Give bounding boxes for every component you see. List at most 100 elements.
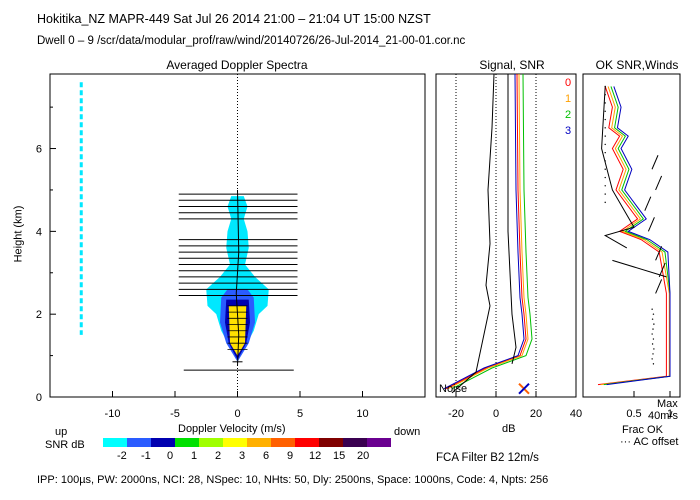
ac-offset-dot <box>652 338 655 340</box>
ac-offset-dot <box>652 328 654 330</box>
colorbar-swatch <box>127 438 151 447</box>
ac-offset-dot <box>651 318 654 320</box>
snr-colorbar <box>103 438 391 447</box>
plot-title-line1: Hokitika_NZ MAPR-449 Sat Jul 26 2014 21:… <box>37 12 431 26</box>
ac-offset-dot <box>604 201 606 204</box>
colorbar-level-label: 20 <box>357 450 370 462</box>
noise-annotation: Noise <box>439 383 468 395</box>
wind-arrow <box>651 155 659 170</box>
ac-offset-dot <box>651 343 654 345</box>
plot-title-line2: Dwell 0 – 9 /scr/data/modular_prof/raw/w… <box>37 35 466 47</box>
ac-offset-dot <box>651 333 653 335</box>
panel1-title: Averaged Doppler Spectra <box>166 58 308 72</box>
colorbar-swatch <box>175 438 199 447</box>
colorbar-level-label: 0 <box>167 450 174 462</box>
ac-offset-dot <box>652 313 655 315</box>
max-speed-label: 40m/s <box>648 410 678 422</box>
wind-arrow <box>612 259 667 278</box>
ac-offset-dot <box>604 118 606 121</box>
colorbar-level-label: 12 <box>309 450 322 462</box>
colorbar-swatch <box>103 438 127 447</box>
ok-frac-curve <box>601 86 635 249</box>
ac-offset-dot <box>604 160 606 162</box>
x-tick-label: -10 <box>105 408 121 420</box>
colorbar-level-label: 9 <box>287 450 294 462</box>
x-tick-label: 5 <box>297 408 303 420</box>
legend-down: down <box>394 426 421 438</box>
panel2-frame <box>435 73 577 398</box>
ac-offset-dot <box>604 193 606 195</box>
max-label: Max <box>657 398 678 410</box>
colorbar-swatch <box>199 438 223 447</box>
colorbar-level-label: 6 <box>263 450 270 462</box>
ac-offset-dot <box>604 176 606 179</box>
marker-x <box>518 383 530 395</box>
colorbar-swatch <box>295 438 319 447</box>
panel3-title: OK SNR,Winds <box>596 58 679 72</box>
x-tick-label: 40 <box>570 408 582 420</box>
colorbar-swatch <box>343 438 367 447</box>
panel2-title: Signal, SNR <box>479 58 545 72</box>
ac-offset-dot <box>604 143 606 146</box>
series-label-2: 2 <box>565 109 571 121</box>
ac-offset-dot <box>604 94 606 96</box>
x-tick-label: 0.5 <box>626 408 641 420</box>
snr-series-2 <box>451 73 533 390</box>
colorbar-level-label: 3 <box>239 450 246 462</box>
wind-arrow <box>655 175 663 191</box>
ac-offset-dot <box>652 353 654 355</box>
ac-offset-dot <box>651 358 653 360</box>
ac-offset-dot <box>604 102 606 104</box>
ok-series-3 <box>606 86 671 386</box>
ac-offset-dot <box>604 85 606 88</box>
x-tick-label: 0 <box>234 408 240 420</box>
y-tick-label: 2 <box>36 309 42 321</box>
ok-series-0 <box>597 86 667 386</box>
y-tick-label: 4 <box>36 226 42 238</box>
colorbar-level-label: 2 <box>215 450 222 462</box>
colorbar-swatch <box>319 438 343 447</box>
snr-level-labels: -2 -1 0 1 2 3 6 9 12 15 20 <box>100 450 390 462</box>
y-tick-label: 0 <box>36 392 42 404</box>
x-tick-label: 10 <box>356 408 368 420</box>
frac-ok-label: Frac OK <box>622 424 663 436</box>
colorbar-level-label: 1 <box>191 450 198 462</box>
legend-up: up <box>55 426 68 438</box>
colorbar-level-label: 15 <box>333 450 346 462</box>
colorbar-swatch <box>151 438 175 447</box>
noise-curve <box>451 73 495 394</box>
x-tick-label: -20 <box>448 408 464 420</box>
snr-series-1 <box>447 73 529 390</box>
filter-label: FCA Filter B2 12m/s <box>436 452 539 464</box>
ac-offset-dot <box>653 323 655 325</box>
series-label-0: 0 <box>565 77 571 89</box>
x-tick-label: 1 <box>667 408 673 420</box>
y-axis-label: Height (km) <box>12 205 25 263</box>
ac-offset-dot <box>604 135 606 137</box>
wind-arrow <box>647 217 655 232</box>
ac-offset-dot <box>653 348 655 350</box>
x-axis-label-p1: Doppler Velocity (m/s) <box>178 423 286 435</box>
ac-offset-dot <box>604 110 606 112</box>
x-axis-label-p2: dB <box>502 423 516 435</box>
colorbar-level-label: -1 <box>141 450 151 462</box>
ac-offset-dot <box>604 168 606 170</box>
x-tick-label: 0 <box>493 408 499 420</box>
y-tick-label: 6 <box>36 144 42 156</box>
snr-series-0 <box>445 73 527 390</box>
ac-offset-dot <box>652 363 655 365</box>
snr-series-3 <box>443 73 525 390</box>
ac-offset-dot <box>604 185 606 187</box>
series-label-3: 3 <box>565 125 571 137</box>
mean-velocity-line <box>235 189 240 366</box>
ac-offset-dot <box>604 127 606 129</box>
ok-series-1 <box>600 86 670 386</box>
legend-snr-label: SNR dB <box>45 439 85 451</box>
colorbar-swatch <box>367 438 391 447</box>
ac-offset-dot <box>651 308 653 310</box>
ac-offset-dot <box>604 151 606 154</box>
colorbar-swatch <box>271 438 295 447</box>
colorbar-swatch <box>223 438 247 447</box>
wind-arrow <box>655 279 663 294</box>
